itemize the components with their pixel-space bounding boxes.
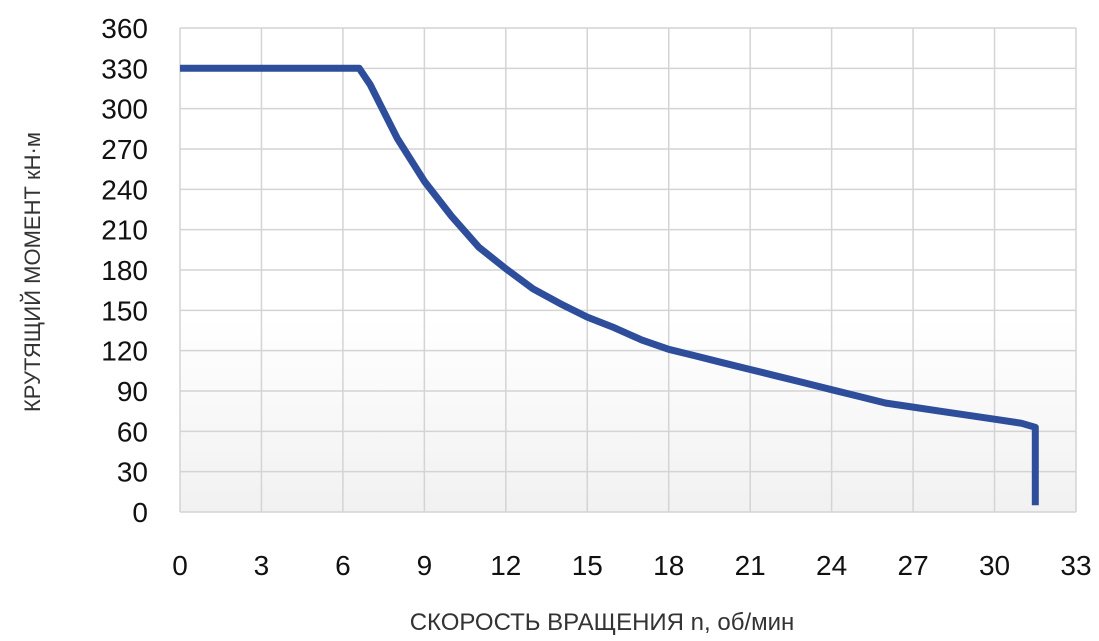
y-tick-label: 0 <box>132 497 148 528</box>
y-tick-label: 360 <box>101 13 148 44</box>
y-tick-label: 240 <box>101 174 148 205</box>
x-tick-label: 27 <box>898 550 929 581</box>
x-tick-label: 9 <box>417 550 433 581</box>
y-tick-labels: 0 30 60 90 120 150 180 210 240 270 300 330 360 <box>101 13 148 528</box>
x-tick-label: 18 <box>653 550 684 581</box>
y-axis-label: КРУТЯЩИЙ МОМЕНТ кН·м <box>20 132 45 412</box>
x-tick-labels: 0 3 6 9 12 15 18 21 24 27 30 33 <box>172 550 1091 581</box>
y-tick-label: 270 <box>101 134 148 165</box>
y-tick-label: 210 <box>101 215 148 246</box>
y-tick-label: 150 <box>101 295 148 326</box>
x-tick-label: 21 <box>735 550 766 581</box>
x-tick-label: 3 <box>254 550 270 581</box>
y-tick-label: 330 <box>101 53 148 84</box>
x-tick-label: 24 <box>816 550 847 581</box>
y-tick-label: 120 <box>101 336 148 367</box>
x-tick-label: 12 <box>490 550 521 581</box>
y-tick-label: 300 <box>101 94 148 125</box>
y-tick-label: 90 <box>117 376 148 407</box>
y-tick-label: 180 <box>101 255 148 286</box>
series-group <box>180 64 1039 506</box>
x-tick-label: 33 <box>1060 550 1091 581</box>
y-tick-label: 30 <box>117 457 148 488</box>
y-tick-label: 60 <box>117 416 148 447</box>
x-tick-label: 15 <box>572 550 603 581</box>
x-tick-label: 30 <box>979 550 1010 581</box>
x-axis-label: СКОРОСТЬ ВРАЩЕНИЯ n, об/мин <box>410 609 795 636</box>
x-tick-label: 0 <box>172 550 188 581</box>
series-line-0 <box>180 64 1039 506</box>
grid <box>179 27 1077 513</box>
x-tick-label: 6 <box>335 550 351 581</box>
